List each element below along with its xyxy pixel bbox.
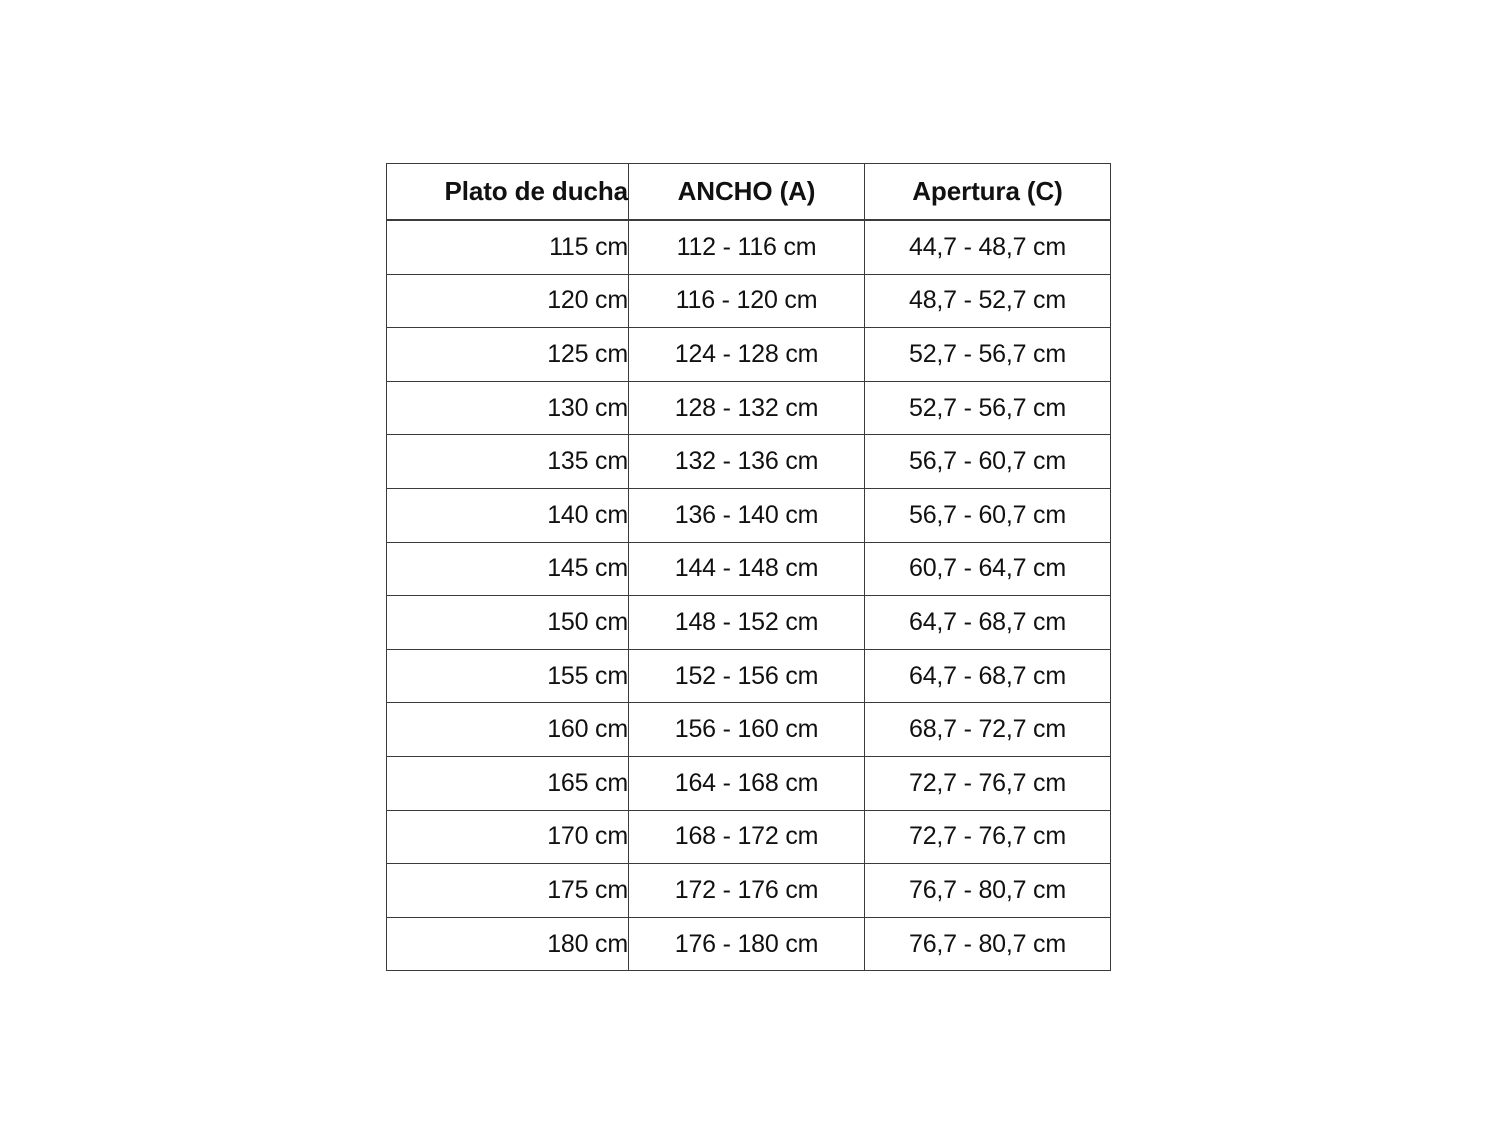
- cell-apertura: 48,7 - 52,7 cm: [864, 273, 1111, 329]
- table-row: 135 cm 132 - 136 cm 56,7 - 60,7 cm: [386, 434, 1111, 489]
- table-row: 165 cm 164 - 168 cm 72,7 - 76,7 cm: [386, 755, 1111, 811]
- cell-apertura: 56,7 - 60,7 cm: [864, 487, 1111, 543]
- cell-plato-de-ducha: 175 cm: [386, 863, 629, 918]
- cell-ancho: 164 - 168 cm: [628, 755, 865, 811]
- column-header-plato-de-ducha: Plato de ducha: [386, 163, 629, 221]
- column-header-apertura: Apertura (C): [864, 163, 1111, 221]
- table-row: 140 cm 136 - 140 cm 56,7 - 60,7 cm: [386, 487, 1111, 543]
- table-row: 130 cm 128 - 132 cm 52,7 - 56,7 cm: [386, 380, 1111, 436]
- cell-apertura: 64,7 - 68,7 cm: [864, 648, 1111, 704]
- cell-apertura: 72,7 - 76,7 cm: [864, 755, 1111, 811]
- cell-ancho: 156 - 160 cm: [628, 702, 865, 757]
- cell-ancho: 128 - 132 cm: [628, 380, 865, 436]
- measurement-table: Plato de ducha ANCHO (A) Apertura (C) 11…: [386, 163, 1111, 972]
- cell-plato-de-ducha: 170 cm: [386, 809, 629, 865]
- table-row: 115 cm 112 - 116 cm 44,7 - 48,7 cm: [386, 219, 1111, 275]
- cell-ancho: 124 - 128 cm: [628, 327, 865, 382]
- cell-apertura: 72,7 - 76,7 cm: [864, 809, 1111, 865]
- table-row: 145 cm 144 - 148 cm 60,7 - 64,7 cm: [386, 541, 1111, 597]
- cell-ancho: 172 - 176 cm: [628, 863, 865, 918]
- cell-ancho: 144 - 148 cm: [628, 541, 865, 597]
- cell-plato-de-ducha: 145 cm: [386, 541, 629, 597]
- table-row: 170 cm 168 - 172 cm 72,7 - 76,7 cm: [386, 809, 1111, 865]
- cell-plato-de-ducha: 115 cm: [386, 219, 629, 275]
- cell-apertura: 64,7 - 68,7 cm: [864, 595, 1111, 650]
- table-row: 125 cm 124 - 128 cm 52,7 - 56,7 cm: [386, 327, 1111, 382]
- cell-apertura: 76,7 - 80,7 cm: [864, 863, 1111, 918]
- cell-apertura: 44,7 - 48,7 cm: [864, 219, 1111, 275]
- table-row: 150 cm 148 - 152 cm 64,7 - 68,7 cm: [386, 595, 1111, 650]
- cell-plato-de-ducha: 180 cm: [386, 916, 629, 972]
- cell-ancho: 116 - 120 cm: [628, 273, 865, 329]
- measurement-table-container: Plato de ducha ANCHO (A) Apertura (C) 11…: [386, 163, 1111, 972]
- table-row: 155 cm 152 - 156 cm 64,7 - 68,7 cm: [386, 648, 1111, 704]
- table-header: Plato de ducha ANCHO (A) Apertura (C): [386, 163, 1111, 221]
- cell-ancho: 148 - 152 cm: [628, 595, 865, 650]
- cell-apertura: 68,7 - 72,7 cm: [864, 702, 1111, 757]
- cell-plato-de-ducha: 160 cm: [386, 702, 629, 757]
- cell-apertura: 56,7 - 60,7 cm: [864, 434, 1111, 489]
- cell-plato-de-ducha: 120 cm: [386, 273, 629, 329]
- cell-plato-de-ducha: 140 cm: [386, 487, 629, 543]
- cell-plato-de-ducha: 155 cm: [386, 648, 629, 704]
- table-row: 120 cm 116 - 120 cm 48,7 - 52,7 cm: [386, 273, 1111, 329]
- cell-ancho: 152 - 156 cm: [628, 648, 865, 704]
- cell-apertura: 52,7 - 56,7 cm: [864, 380, 1111, 436]
- cell-apertura: 60,7 - 64,7 cm: [864, 541, 1111, 597]
- cell-plato-de-ducha: 150 cm: [386, 595, 629, 650]
- cell-plato-de-ducha: 165 cm: [386, 755, 629, 811]
- cell-ancho: 112 - 116 cm: [628, 219, 865, 275]
- cell-ancho: 132 - 136 cm: [628, 434, 865, 489]
- table-row: 180 cm 176 - 180 cm 76,7 - 80,7 cm: [386, 916, 1111, 972]
- table-header-row: Plato de ducha ANCHO (A) Apertura (C): [386, 163, 1111, 221]
- cell-plato-de-ducha: 135 cm: [386, 434, 629, 489]
- table-row: 175 cm 172 - 176 cm 76,7 - 80,7 cm: [386, 863, 1111, 918]
- cell-plato-de-ducha: 125 cm: [386, 327, 629, 382]
- cell-apertura: 52,7 - 56,7 cm: [864, 327, 1111, 382]
- cell-ancho: 176 - 180 cm: [628, 916, 865, 972]
- table-body: 115 cm 112 - 116 cm 44,7 - 48,7 cm 120 cm 11…: [386, 219, 1111, 972]
- cell-ancho: 168 - 172 cm: [628, 809, 865, 865]
- cell-ancho: 136 - 140 cm: [628, 487, 865, 543]
- cell-plato-de-ducha: 130 cm: [386, 380, 629, 436]
- column-header-ancho: ANCHO (A): [628, 163, 865, 221]
- cell-apertura: 76,7 - 80,7 cm: [864, 916, 1111, 972]
- table-row: 160 cm 156 - 160 cm 68,7 - 72,7 cm: [386, 702, 1111, 757]
